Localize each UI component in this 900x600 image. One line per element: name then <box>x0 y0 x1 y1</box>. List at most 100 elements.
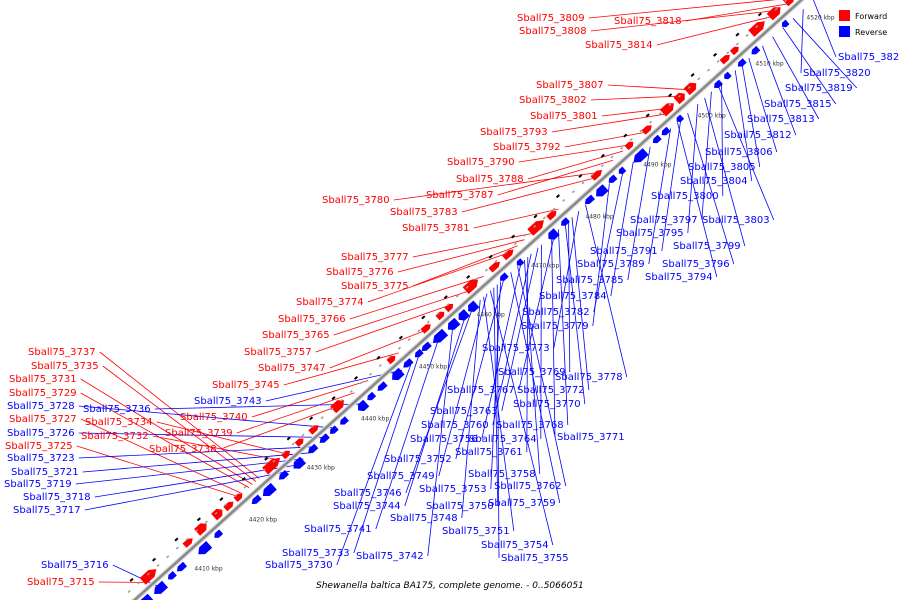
minor-tick-38 <box>494 259 498 263</box>
gene-label: Sball75_3752 <box>384 454 452 465</box>
gap-marker-13 <box>421 315 426 320</box>
gene-label: Sball75_3766 <box>278 314 346 325</box>
label-leader-line <box>571 217 590 391</box>
label-leader-line <box>551 113 664 133</box>
minor-tick-40 <box>513 242 517 246</box>
label-leader-line <box>590 95 685 101</box>
label-leader-line <box>251 380 369 418</box>
minor-tick-27 <box>388 355 392 359</box>
minor-tick-54 <box>649 120 653 124</box>
label-leader-line <box>510 272 561 504</box>
gene-label: Sball75_3757 <box>244 347 312 358</box>
label-leader-line <box>800 9 804 74</box>
minor-tick-18 <box>301 433 305 437</box>
label-leader-line <box>76 445 240 498</box>
reverse-gene-arrow-8 <box>278 470 289 480</box>
minor-tick-22 <box>340 398 344 402</box>
gap-marker-1 <box>151 557 157 562</box>
minor-tick-67 <box>774 7 778 11</box>
label-leader-line <box>397 239 525 273</box>
gene-label: Sball75_3745 <box>212 380 280 391</box>
label-leader-line <box>265 369 403 402</box>
reverse-gene-arrow-39 <box>737 58 747 67</box>
minor-tick-55 <box>658 112 662 116</box>
reverse-gene-arrow-25 <box>499 272 509 281</box>
gene-label: Sball75_3723 <box>7 453 75 464</box>
label-leader-line <box>648 128 671 265</box>
label-leader-line <box>517 266 567 487</box>
gene-label: Sball75_3789 <box>577 259 645 270</box>
gene-label: Sball75_3813 <box>747 114 815 125</box>
genome-caption: Shewanella baltica BA175, complete genom… <box>316 581 584 591</box>
label-leader-line <box>82 452 311 473</box>
gene-label: Sball75_3748 <box>390 513 458 524</box>
label-leader-line <box>497 159 614 196</box>
gene-label: Sball75_3773 <box>482 343 550 354</box>
label-leader-line <box>156 421 287 455</box>
label-leader-line <box>592 183 610 327</box>
minor-tick-43 <box>542 216 546 220</box>
minor-tick-49 <box>600 164 604 168</box>
gap-marker-19 <box>555 194 560 199</box>
scale-tick-label: 4490 kbp <box>643 162 671 169</box>
minor-tick-11 <box>233 494 237 498</box>
gene-label: Sball75_3780 <box>322 195 390 206</box>
forward-gene-arrow-7 <box>281 450 290 460</box>
label-leader-line <box>220 404 342 450</box>
label-leader-line <box>610 162 634 297</box>
gap-marker-22 <box>623 133 628 138</box>
reverse-gene-arrow-27 <box>548 228 560 240</box>
gene-label: Sball75_3717 <box>13 505 81 516</box>
gene-label: Sball75_3799 <box>673 241 741 252</box>
gene-label: Sball75_3756 <box>410 434 478 445</box>
reverse-gene-arrow-31 <box>608 174 618 183</box>
label-leader-line <box>78 432 328 438</box>
gene-features <box>139 0 794 600</box>
gene-label: Sball75_3743 <box>194 396 262 407</box>
label-leader-line <box>687 113 735 265</box>
label-leader-line <box>78 405 338 429</box>
gap-marker-17 <box>511 234 516 239</box>
minor-tick-59 <box>697 77 701 81</box>
label-leader-line <box>481 263 522 440</box>
label-leader-line <box>329 331 423 369</box>
forward-gene-arrow-19 <box>546 211 557 221</box>
gene-label: Sball75_3801 <box>530 111 598 122</box>
gene-label: Sball75_3825 <box>838 52 900 63</box>
gene-label: Sball75_3774 <box>296 297 364 308</box>
gene-label: Sball75_3779 <box>521 321 589 332</box>
label-leader-line <box>748 57 778 153</box>
minor-tick-50 <box>610 155 614 159</box>
gene-label: Sball75_3761 <box>455 447 523 458</box>
minor-tick-9 <box>214 511 218 515</box>
forward-gene-arrow-4 <box>223 501 234 512</box>
gene-label: Sball75_3721 <box>11 467 79 478</box>
gap-marker-11 <box>376 355 381 360</box>
forward-gene-arrow-16 <box>488 261 500 273</box>
label-leader-line <box>701 91 712 221</box>
gene-label: Sball75_3782 <box>522 307 590 318</box>
minor-tick-8 <box>204 520 208 524</box>
reverse-gene-arrow-16 <box>377 381 388 391</box>
gap-marker-26 <box>712 52 718 57</box>
gap-marker-24 <box>668 93 673 98</box>
label-leader-line <box>99 351 260 479</box>
label-leader-line <box>461 299 481 519</box>
label-leader-line <box>741 64 761 168</box>
gene-label: Sball75_3771 <box>557 432 625 443</box>
label-leader-line <box>353 354 420 554</box>
reverse-gene-arrow-14 <box>357 399 370 412</box>
reverse-gene-arrow-7 <box>262 482 277 496</box>
gene-label: Sball75_3803 <box>702 215 770 226</box>
forward-gene-arrow-29 <box>766 7 781 21</box>
label-leader-line <box>80 378 253 485</box>
label-leader-lines <box>75 0 858 588</box>
forward-gene-arrow-13 <box>435 311 445 321</box>
gene-label: Sball75_3729 <box>9 388 77 399</box>
gene-label: Sball75_3747 <box>258 363 326 374</box>
scale-ticks: 4410 kbp 4420 kbp 4430 kbp 4440 kbp 4450 kbp… <box>127 0 835 594</box>
minor-tick-58 <box>687 86 691 89</box>
scale-tick-label: 4450 kbp <box>419 364 447 371</box>
gene-label: Sball75_3805 <box>688 162 756 173</box>
minor-tick-33 <box>446 303 450 307</box>
